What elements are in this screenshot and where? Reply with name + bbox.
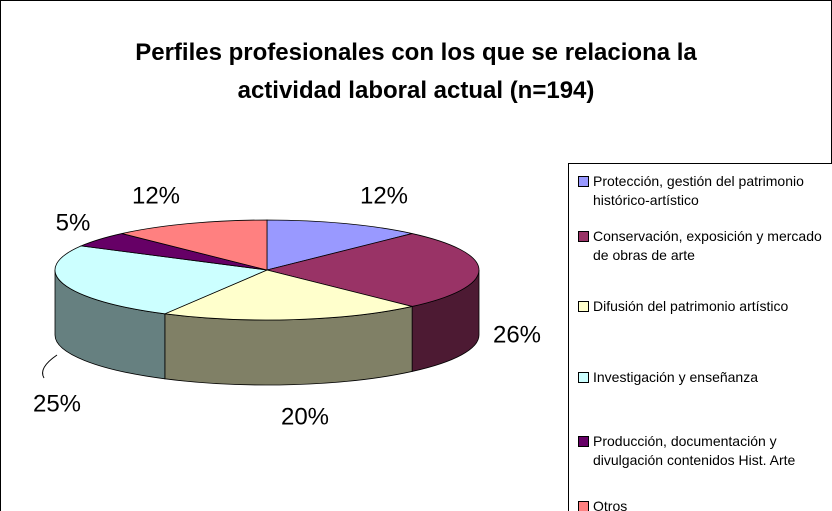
legend: Protección, gestión del patrimonio histó… — [568, 163, 832, 511]
legend-entry: Investigación y enseñanza — [578, 368, 832, 387]
legend-label: Conservación, exposición y mercado de ob… — [593, 228, 822, 263]
chart-title: Perfiles profesionales con los que se re… — [135, 39, 697, 104]
legend-swatch — [578, 301, 589, 312]
legend-entry: Otros — [578, 497, 832, 511]
legend-label: Investigación y enseñanza — [593, 369, 758, 385]
data-label: 20% — [281, 403, 329, 430]
legend-label: Otros — [593, 498, 628, 511]
legend-swatch — [578, 372, 589, 383]
legend-swatch — [578, 176, 589, 187]
legend-swatch — [578, 436, 589, 447]
data-label: 26% — [493, 321, 541, 348]
legend-entry: Producción, documentación y divulgación … — [578, 432, 832, 470]
legend-entry: Conservación, exposición y mercado de ob… — [578, 227, 832, 265]
legend-swatch — [578, 501, 589, 511]
data-label: 12% — [132, 182, 180, 209]
legend-label: Difusión del patrimonio artístico — [593, 298, 789, 314]
pie-slice — [54, 245, 269, 315]
data-label: 5% — [56, 209, 91, 236]
legend-swatch — [578, 231, 589, 242]
legend-entry: Difusión del patrimonio artístico — [578, 297, 832, 316]
leader-line — [42, 354, 58, 379]
legend-label: Protección, gestión del patrimonio histó… — [593, 173, 804, 208]
pie-slice — [121, 219, 268, 271]
pie-slice — [266, 219, 413, 271]
data-label: 12% — [360, 182, 408, 209]
pie-slice — [163, 269, 413, 321]
data-label: 25% — [33, 390, 81, 417]
pie-slice — [266, 233, 480, 307]
legend-entry: Protección, gestión del patrimonio histó… — [578, 172, 832, 210]
legend-label: Producción, documentación y divulgación … — [593, 433, 796, 468]
